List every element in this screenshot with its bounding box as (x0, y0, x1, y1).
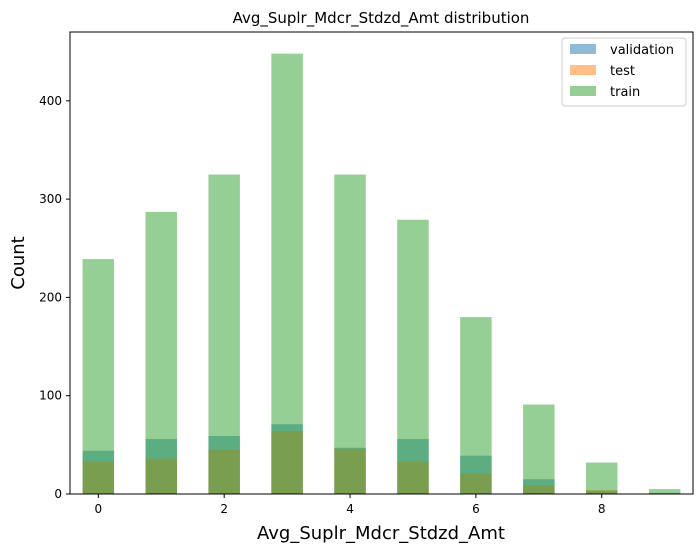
x-tick-label: 0 (94, 502, 102, 516)
legend-swatch-test (570, 65, 596, 75)
legend-label-test: test (610, 64, 635, 79)
bar-train-8 (586, 462, 618, 494)
x-axis-label: Avg_Suplr_Mdcr_Stdzd_Amt (257, 523, 505, 544)
x-tick-label: 6 (472, 502, 480, 516)
bar-train-9 (648, 489, 681, 494)
legend: validation test train (561, 37, 687, 107)
legend-swatch-validation (570, 44, 596, 54)
x-tick-label: 8 (598, 502, 606, 516)
y-tick-label: 100 (39, 389, 62, 403)
bar-train-1 (145, 211, 177, 494)
y-tick-label: 400 (39, 94, 62, 108)
bar-train-7 (523, 404, 555, 494)
bar-train-3 (271, 53, 303, 495)
bar-train-2 (208, 174, 240, 494)
x-tick-label: 4 (346, 502, 354, 516)
y-tick-label: 200 (39, 290, 62, 304)
x-tick-label: 2 (220, 502, 228, 516)
legend-label-validation: validation (610, 43, 674, 58)
y-axis-label: Count (8, 236, 29, 289)
legend-swatch-train (570, 86, 596, 96)
bar-train-4 (334, 174, 366, 494)
plot-frame (69, 31, 694, 495)
legend-label-train: train (610, 85, 640, 100)
bar-train-0 (82, 259, 115, 494)
bar-train-5 (397, 219, 429, 494)
chart-title: Avg_Suplr_Mdcr_Stdzd_Amt distribution (233, 9, 530, 28)
bar-train-6 (460, 317, 492, 494)
y-tick-label: 300 (39, 192, 62, 206)
y-tick-label: 0 (54, 487, 62, 501)
